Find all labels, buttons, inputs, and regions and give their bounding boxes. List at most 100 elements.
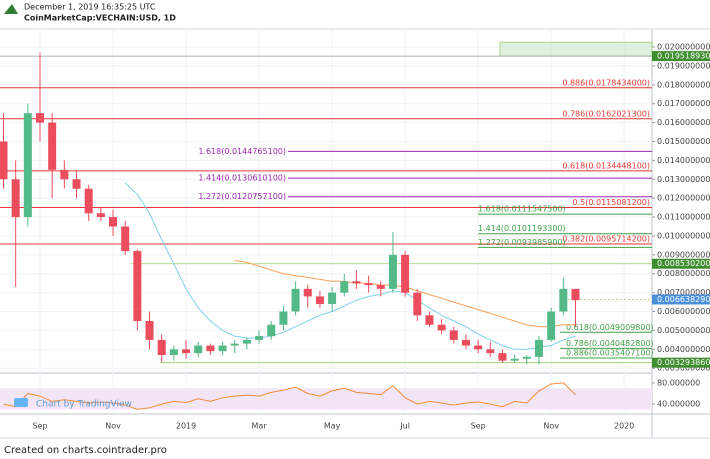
candle-body [36, 113, 45, 123]
candle-body [401, 254, 410, 293]
fib-label: 1.618(0.0111547500) [478, 205, 566, 214]
candle-body [328, 292, 337, 304]
candle-body [291, 288, 300, 312]
y-tick-label: 0.0150000000 [657, 137, 710, 146]
candle-body [303, 288, 312, 297]
candle-body [388, 254, 397, 289]
fib-label: 0.382(0.0095714200) [562, 235, 650, 244]
price-tag-label: 0.0195189300 [657, 52, 710, 61]
candle-body [510, 358, 519, 361]
candle-body [60, 169, 69, 180]
y-tick-label: 0.0200000000 [657, 43, 710, 52]
y-tick-label: 0.0090000000 [657, 250, 710, 259]
x-tick-label: May [324, 422, 341, 431]
x-tick-label: 2019 [176, 422, 196, 431]
candle-body [194, 345, 203, 354]
price-tag [652, 357, 710, 368]
candle-body [534, 339, 543, 357]
x-tick-label: 2020 [614, 422, 634, 431]
candle-body [340, 281, 349, 293]
candle-body [474, 345, 483, 350]
y-tick-label: 0.0110000000 [657, 213, 710, 222]
osc-tick-label: 40.000000 [657, 400, 700, 409]
symbol: CoinMarketCap:VECHAIN:USD, 1D [24, 14, 176, 23]
fib-label: 0.786(0.0040482800) [566, 339, 654, 348]
fib-label: 1.618(0.0144765100) [198, 147, 286, 156]
fib-label: 1.272(0.0120757100) [198, 192, 286, 201]
candle-body [547, 311, 556, 340]
x-tick-label: Sep [32, 422, 47, 431]
y-tick-label: 0.0170000000 [657, 99, 710, 108]
candle-body [48, 122, 57, 170]
candle-body [449, 330, 458, 340]
y-tick-label: 0.0120000000 [657, 194, 710, 203]
candle-body [425, 315, 434, 325]
fib-label: 1.414(0.0101193300) [478, 224, 566, 233]
candle-body [133, 251, 142, 321]
candle-body [109, 217, 118, 227]
candle-body [23, 113, 32, 218]
fib-label: 0.786(0.0162021300) [562, 109, 650, 118]
x-tick-label: Sep [471, 422, 486, 431]
y-tick-label: 0.0180000000 [657, 80, 710, 89]
candle-body [461, 339, 470, 346]
target-zone [499, 41, 653, 57]
x-tick-label: Jul [399, 422, 410, 431]
candle-body [169, 349, 178, 355]
fib-label: 1.272(0.0093985900) [478, 238, 566, 247]
y-tick-label: 0.0140000000 [657, 156, 710, 165]
candle-body [571, 288, 580, 301]
x-tick-label: Nov [543, 422, 559, 431]
y-tick-label: 0.0060000000 [657, 307, 710, 316]
x-tick-label: Nov [105, 422, 121, 431]
price-tag-label: 0.0066382900 [657, 295, 710, 304]
price-tag-label: 0.0032938600 [657, 358, 710, 367]
candle-body [559, 288, 568, 312]
y-tick-label: 0.0050000000 [657, 326, 710, 335]
candle-body [352, 281, 361, 284]
candle-body [72, 179, 81, 189]
price-tag [652, 258, 710, 269]
fib-label: 0.618(0.0134448100) [562, 161, 650, 170]
candle-body [486, 349, 495, 354]
y-tick-label: 0.0030000000 [657, 364, 710, 373]
candle-body [315, 296, 324, 304]
candle-body [498, 353, 507, 361]
candle-body [522, 356, 531, 359]
candle-body [376, 285, 385, 289]
price-tag [652, 51, 710, 62]
candle-body [364, 283, 373, 286]
y-tick-label: 0.0130000000 [657, 175, 710, 184]
fib-label: 0.886(0.0178434000) [562, 78, 650, 87]
candle-body [218, 345, 227, 352]
candle-body [96, 213, 105, 218]
candle-body [84, 188, 93, 214]
candle-body [206, 345, 215, 352]
candle-body [242, 339, 251, 344]
fib-label: 0.5(0.0115081200) [573, 198, 651, 207]
fib-label: 0.886(0.0035407100) [566, 349, 654, 358]
candle-body [437, 324, 446, 331]
watermark: Chart by TradingView [36, 400, 132, 410]
candle-body [121, 226, 130, 252]
candle-body [279, 311, 288, 325]
y-tick-label: 0.0160000000 [657, 118, 710, 127]
y-tick-label: 0.0100000000 [657, 231, 710, 240]
candle-body [267, 324, 276, 337]
logo [4, 4, 18, 14]
timestamp: December 1, 2019 16:35:25 UTC [24, 3, 156, 12]
y-tick-label: 0.0040000000 [657, 345, 710, 354]
footer: Created on charts.cointrader.pro [4, 445, 167, 456]
y-tick-label: 0.0190000000 [657, 61, 710, 70]
osc-tick-label: 80.000000 [657, 378, 700, 387]
price-tag [652, 294, 710, 305]
candle-body [0, 141, 8, 180]
candle-body [182, 349, 191, 354]
moving-average [124, 182, 576, 350]
candle-body [11, 179, 20, 218]
fib-label: 1.414(0.0130610100) [198, 174, 286, 183]
candle-body [413, 292, 422, 316]
candle-body [230, 343, 239, 346]
